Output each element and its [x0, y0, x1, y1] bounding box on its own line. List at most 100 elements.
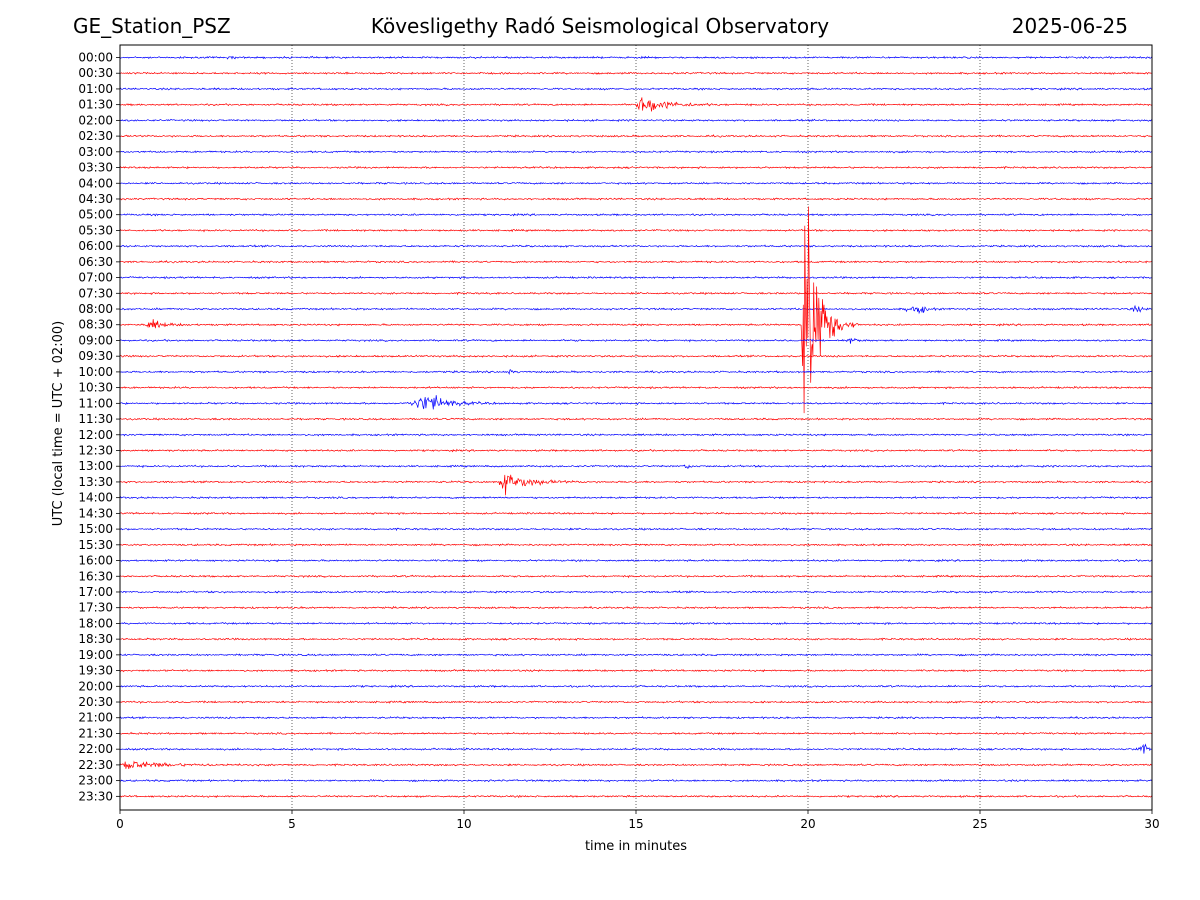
x-tick-label-30: 30 — [1144, 817, 1159, 831]
trace-1730 — [119, 605, 1153, 610]
trace-2300 — [119, 778, 1153, 783]
trace-1130 — [119, 417, 1153, 421]
trace-0530 — [119, 228, 1153, 233]
trace-0630 — [119, 260, 1153, 264]
trace-1200 — [119, 433, 1153, 437]
trace-1400 — [119, 495, 1153, 500]
trace-1230 — [119, 448, 1153, 453]
x-axis-label: time in minutes — [585, 839, 687, 854]
y-tick-label-0230: 02:30 — [78, 129, 113, 143]
y-tick-label-0300: 03:00 — [78, 145, 113, 159]
y-tick-label-1730: 17:30 — [78, 601, 113, 615]
trace-1530 — [119, 543, 1153, 547]
y-tick-label-1800: 18:00 — [78, 616, 113, 630]
trace-0100 — [119, 87, 1152, 91]
y-tick-label-2300: 23:00 — [78, 774, 113, 788]
y-tick-label-1530: 15:30 — [78, 538, 113, 552]
y-tick-label-0200: 02:00 — [78, 113, 113, 127]
y-tick-label-0830: 08:30 — [78, 318, 113, 332]
trace-1830 — [119, 637, 1153, 642]
y-tick-label-2230: 22:30 — [78, 758, 113, 772]
y-tick-label-2130: 21:30 — [78, 726, 113, 740]
trace-1900 — [119, 653, 1153, 657]
y-tick-label-1000: 10:00 — [78, 365, 113, 379]
y-tick-label-1100: 11:00 — [78, 396, 113, 410]
trace-1100 — [119, 395, 1153, 410]
y-tick-label-1500: 15:00 — [78, 522, 113, 536]
y-tick-label-0600: 06:00 — [78, 239, 113, 253]
x-tick-label-20: 20 — [800, 817, 815, 831]
trace-0430 — [119, 197, 1153, 201]
y-tick-label-0800: 08:00 — [78, 302, 113, 316]
station-name: GE_Station_PSZ — [73, 14, 231, 38]
x-tick-label-0: 0 — [116, 817, 124, 831]
y-tick-label-1300: 13:00 — [78, 459, 113, 473]
y-tick-label-1900: 19:00 — [78, 648, 113, 662]
trace-2000 — [119, 684, 1153, 689]
trace-0900 — [119, 337, 1153, 344]
y-tick-label-0930: 09:30 — [78, 349, 113, 363]
trace-0830 — [119, 206, 1153, 414]
y-tick-label-1430: 14:30 — [78, 506, 113, 520]
y-tick-label-0900: 09:00 — [78, 333, 113, 347]
y-tick-label-2100: 21:00 — [78, 711, 113, 725]
trace-0230 — [119, 134, 1153, 138]
y-tick-label-0530: 05:30 — [78, 223, 113, 237]
y-tick-label-0100: 01:00 — [78, 82, 113, 96]
y-tick-label-1830: 18:30 — [78, 632, 113, 646]
trace-2200 — [119, 743, 1152, 754]
y-tick-label-1630: 16:30 — [78, 569, 113, 583]
y-tick-label-2330: 23:30 — [78, 789, 113, 803]
y-tick-label-0630: 06:30 — [78, 255, 113, 269]
y-tick-label-1230: 12:30 — [78, 444, 113, 458]
trace-1700 — [119, 590, 1153, 594]
trace-0300 — [119, 149, 1153, 154]
y-tick-label-0730: 07:30 — [78, 286, 113, 300]
y-tick-label-1030: 10:30 — [78, 381, 113, 395]
chart-date: 2025-06-25 — [1011, 14, 1128, 38]
y-tick-label-0700: 07:00 — [78, 271, 113, 285]
trace-0730 — [119, 291, 1153, 296]
trace-0600 — [119, 244, 1153, 248]
trace-1030 — [119, 385, 1153, 390]
y-tick-label-1930: 19:30 — [78, 664, 113, 678]
trace-1800 — [119, 621, 1153, 626]
trace-0930 — [119, 354, 1153, 358]
chart-title: Kövesligethy Radó Seismological Observat… — [370, 14, 830, 38]
y-tick-label-0430: 04:30 — [78, 192, 113, 206]
trace-1300 — [119, 464, 1153, 469]
y-tick-label-0030: 00:30 — [78, 66, 113, 80]
trace-2230 — [119, 760, 1153, 770]
y-tick-label-2200: 22:00 — [78, 742, 113, 756]
trace-0030 — [120, 71, 1153, 75]
y-tick-label-0330: 03:30 — [78, 161, 113, 175]
trace-0500 — [119, 212, 1153, 217]
gridlines — [291, 45, 981, 810]
trace-1630 — [119, 574, 1153, 579]
trace-0800 — [119, 304, 1152, 315]
y-tick-label-2000: 20:00 — [78, 679, 113, 693]
trace-0000 — [119, 55, 1153, 60]
plot-frame — [119, 44, 1153, 811]
y-tick-label-1600: 16:00 — [78, 554, 113, 568]
trace-1330 — [119, 474, 1153, 496]
trace-2330 — [119, 794, 1153, 799]
x-tick-label-25: 25 — [972, 817, 987, 831]
trace-0330 — [119, 165, 1153, 170]
x-tick-label-10: 10 — [456, 817, 471, 831]
y-tick-label-0130: 01:30 — [78, 98, 113, 112]
trace-1930 — [119, 668, 1153, 673]
trace-0200 — [119, 118, 1153, 123]
y-tick-label-0500: 05:00 — [78, 208, 113, 222]
y-axis-label: UTC (local time = UTC + 02:00) — [51, 321, 66, 526]
trace-2130 — [119, 731, 1153, 736]
trace-0400 — [119, 181, 1153, 185]
trace-2100 — [119, 715, 1153, 720]
trace-1600 — [119, 558, 1153, 563]
y-tick-label-1330: 13:30 — [78, 475, 113, 489]
y-tick-label-1130: 11:30 — [78, 412, 113, 426]
y-tick-label-1200: 12:00 — [78, 428, 113, 442]
y-tick-label-1400: 14:00 — [78, 491, 113, 505]
